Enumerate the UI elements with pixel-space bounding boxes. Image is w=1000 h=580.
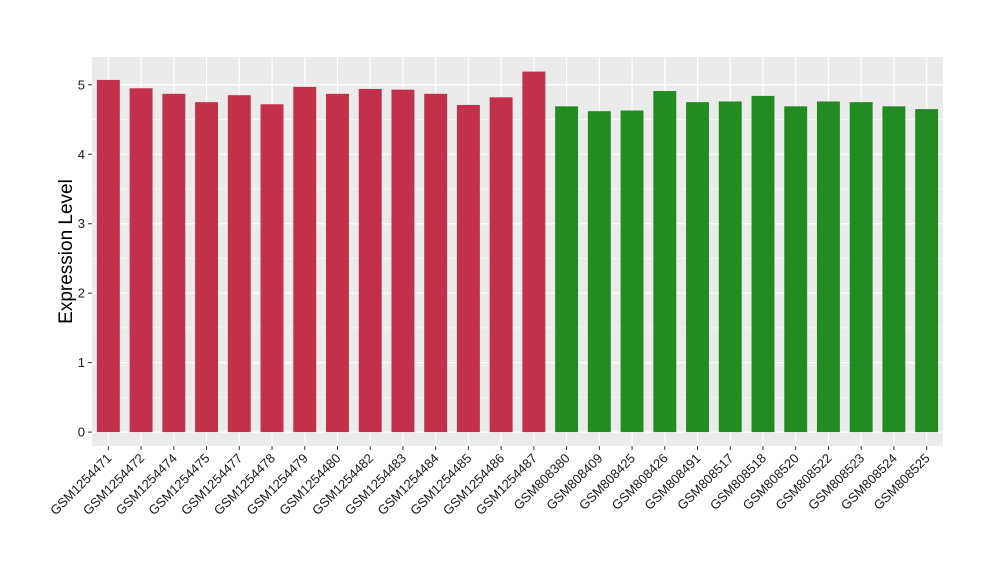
bar-GSM1254485 <box>456 104 480 433</box>
bar-GSM808380 <box>555 106 579 433</box>
bar-GSM808520 <box>784 106 808 433</box>
x-axis: GSM1254471GSM1254472GSM1254474GSM1254475… <box>47 446 933 518</box>
y-tick-label: 2 <box>78 286 85 301</box>
bar-GSM1254474 <box>162 93 186 433</box>
bar-GSM808522 <box>816 101 840 433</box>
bar-GSM808517 <box>718 101 742 433</box>
bar-GSM1254471 <box>96 79 120 433</box>
y-tick-label: 3 <box>78 216 85 231</box>
bar-GSM1254487 <box>522 71 546 433</box>
bar-GSM808425 <box>620 110 644 433</box>
bars <box>96 71 939 433</box>
y-tick-label: 4 <box>78 147 85 162</box>
bar-GSM1254486 <box>489 97 513 433</box>
bar-GSM808525 <box>915 109 939 433</box>
bar-GSM1254484 <box>424 93 448 433</box>
y-tick-label: 1 <box>78 355 85 370</box>
bar-GSM1254482 <box>358 88 382 433</box>
bar-GSM1254479 <box>293 86 317 433</box>
bar-GSM1254478 <box>260 104 284 433</box>
y-tick-label: 0 <box>78 425 85 440</box>
y-axis: 0 1 2 3 4 5 <box>78 77 92 440</box>
bar-GSM1254480 <box>326 93 349 433</box>
bar-GSM1254472 <box>129 88 153 433</box>
bar-GSM808524 <box>882 106 906 433</box>
y-tick-label: 5 <box>78 77 85 92</box>
bar-GSM1254475 <box>195 102 219 433</box>
bar-GSM808409 <box>587 111 611 433</box>
bar-GSM808523 <box>849 102 873 433</box>
y-axis-title: Expression Level <box>56 179 77 324</box>
bar-GSM1254477 <box>227 95 251 433</box>
bar-GSM808491 <box>686 102 709 433</box>
plot-panel <box>92 57 943 446</box>
bar-GSM1254483 <box>391 89 415 433</box>
bar-GSM808426 <box>653 91 677 433</box>
bar-GSM808518 <box>751 95 775 433</box>
